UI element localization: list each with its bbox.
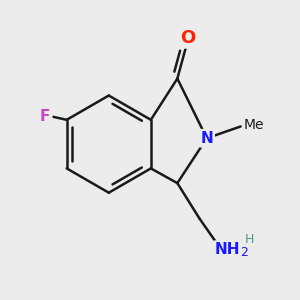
Text: F: F [39,110,50,124]
Text: Me: Me [244,118,264,132]
Text: N: N [200,131,213,146]
Text: O: O [180,29,195,47]
Text: 2: 2 [240,246,248,260]
Text: H: H [245,232,254,246]
Text: NH: NH [215,242,240,257]
